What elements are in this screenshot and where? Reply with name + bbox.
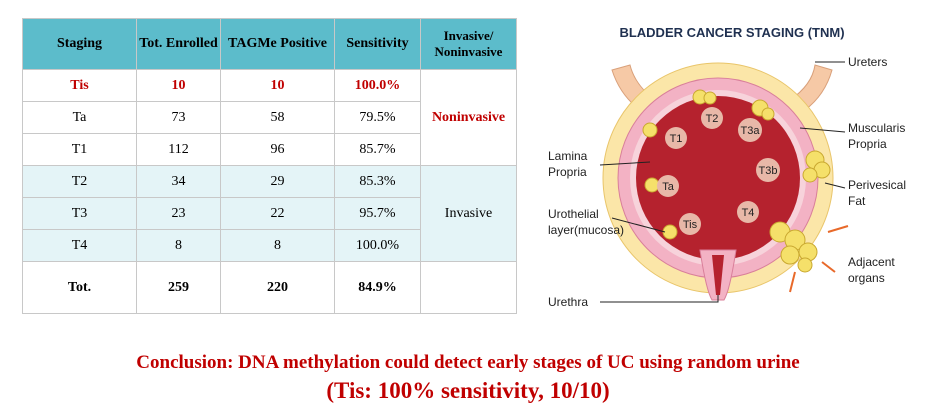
conclusion: Conclusion: DNA methylation could detect…: [136, 352, 800, 373]
stage-label: T4: [742, 207, 755, 219]
stage-label: T2: [706, 113, 719, 125]
stage-label: T1: [670, 133, 683, 145]
diagram-label: Adjacent organs: [848, 255, 895, 285]
stage-label: Ta: [662, 181, 675, 193]
header-cell: Sensitivity: [334, 18, 421, 70]
diagram-label: Urothelial layer(mucosa): [548, 207, 624, 237]
stage-label: Tis: [683, 219, 698, 231]
table-cell: 100.0%: [334, 229, 421, 262]
diagram-label: Ureters: [848, 55, 887, 69]
table-row: T1 112 96 85.7%: [22, 133, 517, 166]
table-cell: T4: [22, 229, 137, 262]
stage-label: T3a: [741, 125, 761, 137]
empty-cell: [420, 261, 517, 314]
table-cell: 84.9%: [334, 261, 421, 314]
table-cell: T1: [22, 133, 137, 166]
table-cell: 79.5%: [334, 101, 421, 134]
table-cell: T3: [22, 197, 137, 230]
diagram-label: Urethra: [548, 295, 588, 309]
header-row: Staging Tot. Enrolled TAGMe Positive Sen…: [22, 18, 517, 70]
table-cell: T2: [22, 165, 137, 198]
diagram-label: Lamina Propria: [548, 149, 588, 179]
table-cell: 95.7%: [334, 197, 421, 230]
bladder-illustration: [599, 61, 849, 303]
table-cell: 10: [136, 69, 221, 102]
table-row: T4 8 8 100.0%: [22, 229, 517, 262]
diagram-label: Perivesical Fat: [848, 178, 906, 208]
conclusion-detail: (Tis: 100% sensitivity, 10/10): [326, 378, 610, 403]
table-cell: 100.0%: [334, 69, 421, 102]
group-cell: Noninvasive: [420, 69, 517, 166]
table-cell: 58: [220, 101, 335, 134]
header-cell: Invasive/ Noninvasive: [420, 18, 517, 70]
table-cell: 23: [136, 197, 221, 230]
table-cell: 85.7%: [334, 133, 421, 166]
header-cell: TAGMe Positive: [220, 18, 335, 70]
table-row: Tot. 259 220 84.9%: [22, 261, 517, 314]
staging-table: Staging Tot. Enrolled TAGMe Positive Sen…: [22, 18, 517, 314]
table-cell: 73: [136, 101, 221, 134]
table-row: Tis 10 10 100.0% Noninvasive: [22, 69, 517, 166]
diagram-label: Muscularis Propria: [848, 121, 905, 151]
table-cell: 10: [220, 69, 335, 102]
table-row: Ta 73 58 79.5%: [22, 101, 517, 134]
table-cell: 259: [136, 261, 221, 314]
header-cell: Staging: [22, 18, 137, 70]
table-cell: 112: [136, 133, 221, 166]
stage-label: T3b: [759, 165, 778, 177]
table-cell: 220: [220, 261, 335, 314]
table-cell: 29: [220, 165, 335, 198]
table-row: T3 23 22 95.7%: [22, 197, 517, 230]
diagram-title: BLADDER CANCER STAGING (TNM): [619, 25, 844, 40]
table-row: T2 34 29 85.3% Invasive: [22, 165, 517, 262]
